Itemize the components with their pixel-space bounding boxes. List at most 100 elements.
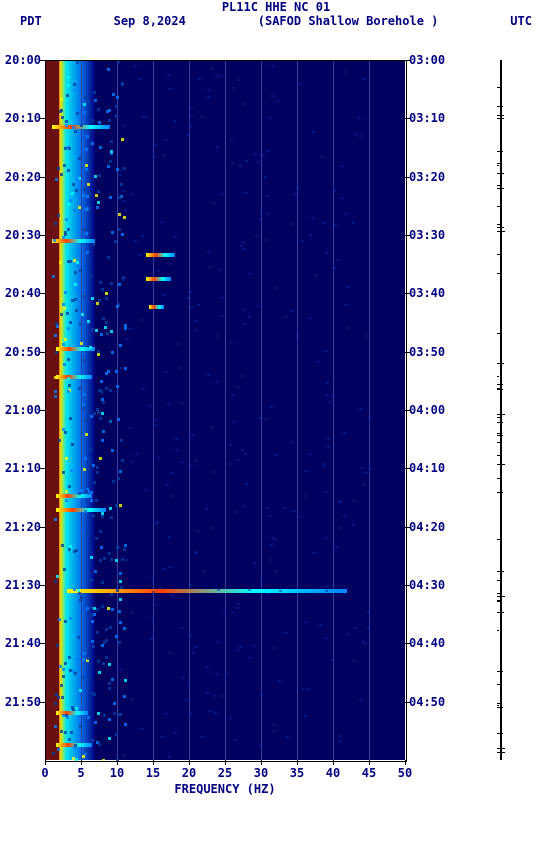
noise-pixel (120, 367, 123, 369)
noise-pixel (283, 507, 286, 509)
noise-pixel (61, 696, 64, 699)
noise-pixel (82, 658, 85, 661)
noise-pixel (124, 367, 127, 370)
noise-pixel (79, 269, 82, 272)
noise-pixel (169, 263, 172, 265)
y-tick-mark-right (405, 293, 410, 294)
noise-pixel (290, 441, 293, 443)
noise-pixel (79, 725, 82, 728)
noise-pixel (271, 95, 274, 97)
noise-pixel (237, 79, 240, 81)
noise-pixel (304, 621, 307, 623)
sidebar-tick (497, 185, 500, 186)
noise-pixel (353, 660, 356, 662)
noise-pixel (93, 693, 96, 696)
sidebar-tick (497, 417, 500, 418)
y-tick-right: 04:50 (409, 695, 445, 709)
noise-pixel (89, 448, 92, 451)
noise-pixel (95, 329, 98, 332)
noise-pixel (74, 130, 77, 133)
noise-pixel (83, 103, 86, 106)
y-tick-right: 03:10 (409, 111, 445, 125)
noise-pixel (358, 117, 361, 119)
sidebar-tick (497, 231, 505, 232)
noise-pixel (54, 395, 57, 398)
noise-pixel (85, 490, 88, 493)
noise-pixel (117, 60, 120, 63)
noise-pixel (112, 480, 115, 483)
noise-pixel (97, 411, 100, 414)
sidebar-tick (497, 748, 505, 749)
noise-pixel (78, 387, 81, 390)
sidebar-tick (497, 165, 499, 166)
noise-pixel (52, 275, 55, 278)
noise-pixel (99, 281, 102, 284)
noise-pixel (109, 389, 112, 392)
noise-pixel (365, 335, 368, 337)
spectral-event (149, 305, 163, 309)
y-tick-mark-left (40, 585, 45, 586)
x-tick-mark (297, 760, 298, 765)
y-tick-left: 21:00 (5, 403, 41, 417)
noise-pixel (152, 591, 155, 593)
sidebar-tick (497, 539, 500, 540)
noise-pixel (110, 140, 113, 143)
noise-pixel (335, 546, 338, 548)
x-tick-mark (153, 760, 154, 765)
noise-pixel (55, 178, 58, 181)
noise-pixel (106, 110, 109, 113)
noise-pixel (73, 209, 76, 212)
noise-pixel (65, 490, 68, 493)
y-tick-left: 20:40 (5, 286, 41, 300)
sidebar-tick (497, 376, 499, 377)
gridline (297, 60, 298, 760)
noise-pixel (296, 186, 299, 188)
noise-pixel (236, 386, 239, 388)
noise-pixel (115, 370, 118, 373)
noise-pixel (119, 504, 122, 507)
sidebar-tick (497, 442, 502, 443)
noise-pixel (145, 489, 148, 491)
noise-pixel (346, 286, 349, 288)
noise-pixel (92, 243, 95, 246)
y-tick-mark-right (405, 527, 410, 528)
noise-pixel (118, 610, 121, 613)
y-tick-mark-right (405, 118, 410, 119)
noise-pixel (66, 94, 69, 97)
y-tick-left: 21:30 (5, 578, 41, 592)
noise-pixel (299, 83, 302, 85)
noise-pixel (159, 587, 162, 589)
noise-pixel (110, 152, 113, 155)
noise-pixel (155, 523, 158, 525)
noise-pixel (87, 100, 90, 103)
noise-pixel (141, 235, 144, 237)
noise-pixel (284, 632, 287, 634)
x-tick-label: 40 (326, 766, 340, 780)
noise-pixel (324, 537, 327, 539)
noise-pixel (120, 183, 123, 186)
y-tick-right: 04:10 (409, 461, 445, 475)
noise-pixel (95, 537, 98, 540)
noise-pixel (56, 575, 59, 578)
noise-pixel (148, 405, 151, 407)
noise-pixel (111, 449, 114, 452)
x-tick-label: 15 (146, 766, 160, 780)
noise-pixel (86, 532, 89, 535)
noise-pixel (194, 460, 197, 462)
noise-pixel (83, 359, 86, 362)
noise-pixel (96, 631, 99, 634)
gridline (333, 60, 334, 760)
noise-pixel (123, 167, 126, 170)
noise-pixel (191, 434, 194, 436)
noise-pixel (284, 316, 287, 318)
noise-pixel (82, 194, 85, 197)
noise-pixel (125, 559, 128, 561)
noise-pixel (215, 74, 218, 76)
noise-pixel (108, 737, 111, 740)
x-tick-mark (189, 760, 190, 765)
noise-pixel (190, 107, 193, 109)
noise-pixel (124, 723, 127, 726)
date: Sep 8,2024 (114, 14, 186, 28)
y-tick-mark-left (40, 527, 45, 528)
noise-pixel (359, 699, 362, 701)
